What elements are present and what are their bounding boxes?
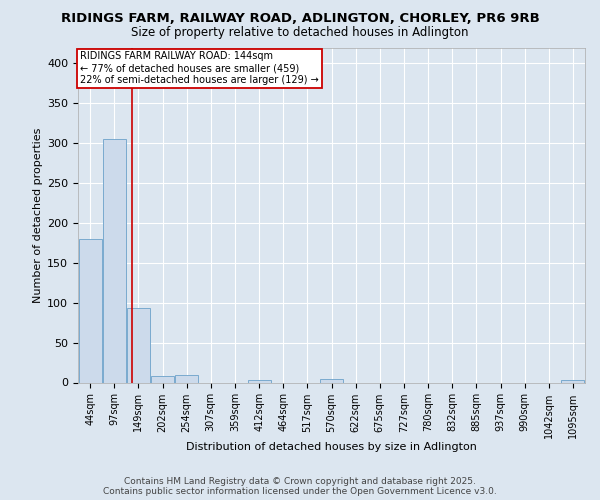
Text: RIDINGS FARM, RAILWAY ROAD, ADLINGTON, CHORLEY, PR6 9RB: RIDINGS FARM, RAILWAY ROAD, ADLINGTON, C… <box>61 12 539 24</box>
Y-axis label: Number of detached properties: Number of detached properties <box>33 128 43 302</box>
Text: Contains HM Land Registry data © Crown copyright and database right 2025.
Contai: Contains HM Land Registry data © Crown c… <box>103 476 497 496</box>
Text: RIDINGS FARM RAILWAY ROAD: 144sqm
← 77% of detached houses are smaller (459)
22%: RIDINGS FARM RAILWAY ROAD: 144sqm ← 77% … <box>80 52 319 84</box>
Bar <box>320 380 343 382</box>
Bar <box>151 376 174 382</box>
Bar <box>79 239 101 382</box>
Bar <box>248 380 271 382</box>
Bar <box>103 139 125 382</box>
Text: Size of property relative to detached houses in Adlington: Size of property relative to detached ho… <box>131 26 469 39</box>
Bar <box>127 308 150 382</box>
Bar <box>562 380 584 382</box>
X-axis label: Distribution of detached houses by size in Adlington: Distribution of detached houses by size … <box>186 442 477 452</box>
Bar <box>175 376 198 382</box>
